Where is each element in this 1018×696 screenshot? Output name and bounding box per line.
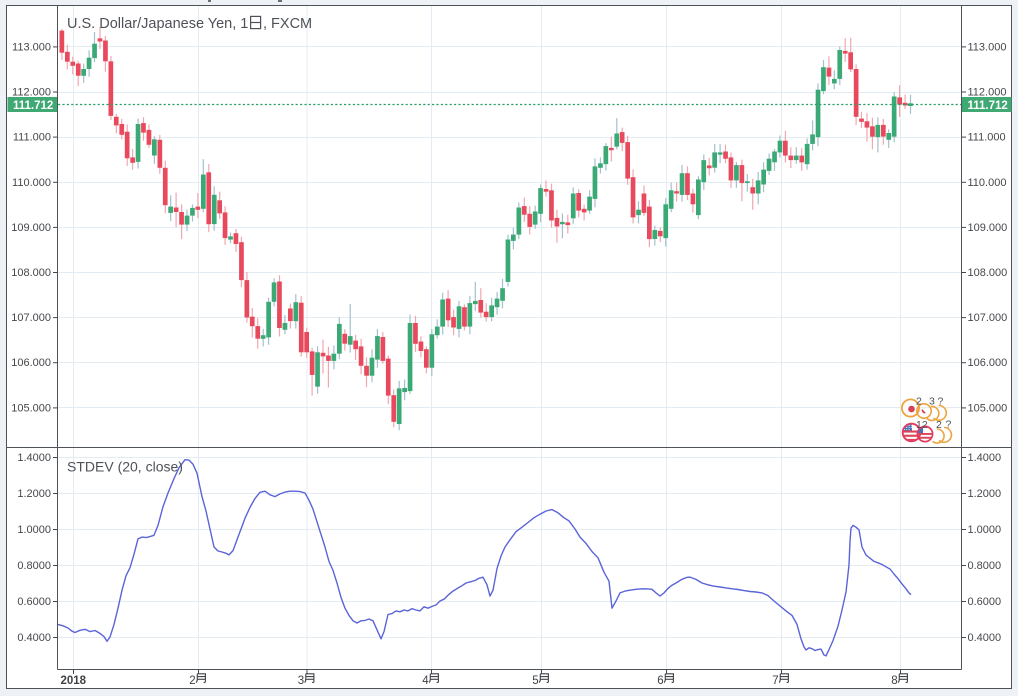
svg-text:106.000: 106.000 — [11, 357, 51, 369]
svg-text:1.2000: 1.2000 — [17, 488, 51, 500]
svg-text:3: 3 — [298, 675, 304, 687]
svg-text:0.6000: 0.6000 — [17, 596, 51, 608]
svg-text:5: 5 — [532, 675, 538, 687]
svg-text:, FXCM: , FXCM — [263, 16, 312, 32]
svg-text:109.000: 109.000 — [968, 222, 1008, 234]
svg-text:113.000: 113.000 — [968, 41, 1007, 53]
svg-text:113.000: 113.000 — [12, 41, 51, 53]
svg-text:U.S. Dollar/Japanese Yen, 1: U.S. Dollar/Japanese Yen, 1 — [67, 16, 248, 32]
svg-text:111.000: 111.000 — [13, 132, 51, 144]
svg-text:1.0000: 1.0000 — [968, 524, 1002, 536]
svg-text:110.000: 110.000 — [968, 177, 1007, 189]
svg-text:0.4000: 0.4000 — [17, 632, 51, 644]
svg-text:107.000: 107.000 — [11, 312, 51, 324]
svg-text:111.712: 111.712 — [968, 100, 1008, 112]
svg-text:8: 8 — [891, 675, 897, 687]
svg-text:?: ? — [938, 396, 944, 408]
svg-text:2: 2 — [916, 396, 922, 408]
svg-text:0.8000: 0.8000 — [17, 560, 51, 572]
svg-text:112.000: 112.000 — [12, 87, 51, 99]
svg-text:7: 7 — [772, 675, 778, 687]
svg-text:STDEV (20, close): STDEV (20, close) — [67, 459, 183, 475]
svg-text:4: 4 — [422, 675, 429, 687]
svg-text:0.8000: 0.8000 — [968, 560, 1002, 572]
svg-text:108.000: 108.000 — [11, 267, 51, 279]
svg-text:109.000: 109.000 — [11, 222, 51, 234]
svg-text:112.000: 112.000 — [968, 87, 1007, 99]
svg-text:12: 12 — [916, 419, 928, 431]
svg-text:?: ? — [946, 419, 952, 431]
svg-text:2: 2 — [189, 675, 195, 687]
svg-text:0.4000: 0.4000 — [968, 632, 1002, 644]
svg-text:111.712: 111.712 — [13, 100, 53, 112]
svg-text:108.000: 108.000 — [968, 267, 1008, 279]
svg-text:105.000: 105.000 — [968, 402, 1008, 414]
svg-text:105.000: 105.000 — [11, 402, 51, 414]
svg-text:111.000: 111.000 — [968, 132, 1006, 144]
svg-text:0.6000: 0.6000 — [968, 596, 1002, 608]
svg-text:1.2000: 1.2000 — [968, 488, 1002, 500]
svg-text:106.000: 106.000 — [968, 357, 1008, 369]
svg-text:2018: 2018 — [61, 675, 87, 687]
svg-text:1.4000: 1.4000 — [17, 452, 51, 464]
svg-text:1.4000: 1.4000 — [968, 452, 1002, 464]
svg-text:107.000: 107.000 — [968, 312, 1008, 324]
svg-text:2: 2 — [936, 419, 942, 431]
svg-text:1.0000: 1.0000 — [17, 524, 51, 536]
svg-text:110.000: 110.000 — [12, 177, 51, 189]
svg-text:6: 6 — [657, 675, 663, 687]
svg-text:3: 3 — [929, 396, 935, 408]
